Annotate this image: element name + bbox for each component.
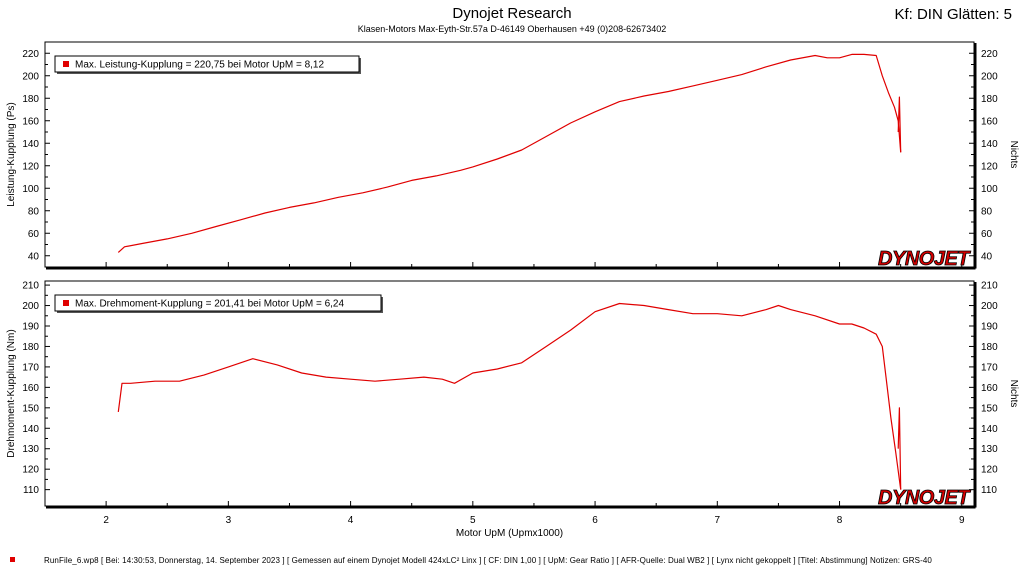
y-tick-label-left: 130 bbox=[22, 444, 39, 455]
series-line-2 bbox=[897, 96, 902, 153]
y-tick-label-right: 120 bbox=[981, 161, 998, 172]
x-tick-label: 7 bbox=[715, 515, 721, 526]
series-line-2 bbox=[897, 407, 902, 490]
footer-marker-icon bbox=[10, 557, 15, 562]
correction-factor-label: Kf: DIN Glätten: 5 bbox=[894, 6, 1012, 23]
y-tick-label-right: 200 bbox=[981, 71, 998, 82]
y-tick-label-left: 180 bbox=[22, 342, 39, 353]
y-tick-label-left: 160 bbox=[22, 383, 39, 394]
x-tick-label: 4 bbox=[348, 515, 354, 526]
y-tick-label-left: 170 bbox=[22, 362, 39, 373]
y-axis-label-right: Nichts bbox=[1008, 141, 1019, 169]
dynojet-logo: DYNOJET bbox=[878, 487, 971, 509]
y-tick-label-left: 150 bbox=[22, 403, 39, 414]
chart-panel-1: 40 40 60 60 80 80 100 100 120 120 140 140 160 160 180 1… bbox=[6, 41, 1019, 270]
y-tick-label-left: 40 bbox=[28, 251, 40, 262]
x-tick-label: 6 bbox=[592, 515, 598, 526]
series-line-1 bbox=[117, 53, 902, 253]
x-axis-label: Motor UpM (Upmx1000) bbox=[456, 528, 563, 539]
y-tick-label-right: 200 bbox=[981, 301, 998, 312]
y-tick-label-right: 110 bbox=[981, 485, 997, 496]
y-tick-label-left: 200 bbox=[22, 71, 39, 82]
y-tick-label-left: 80 bbox=[28, 206, 40, 217]
y-tick-label-left: 180 bbox=[22, 94, 39, 105]
y-tick-label-right: 210 bbox=[981, 281, 998, 292]
y-tick-label-right: 140 bbox=[981, 424, 998, 435]
y-tick-label-left: 190 bbox=[22, 322, 39, 333]
y-tick-label-right: 40 bbox=[981, 251, 993, 262]
y-tick-label-right: 160 bbox=[981, 383, 998, 394]
y-tick-label-right: 150 bbox=[981, 403, 998, 414]
y-axis-label: Drehmoment-Kupplung (Nm) bbox=[6, 329, 17, 457]
y-tick-label-right: 130 bbox=[981, 444, 998, 455]
y-tick-label-left: 160 bbox=[22, 116, 39, 127]
y-tick-label-right: 220 bbox=[981, 49, 998, 60]
y-axis-label: Leistung-Kupplung (Ps) bbox=[6, 102, 17, 207]
y-tick-label-left: 200 bbox=[22, 301, 39, 312]
series-line-1 bbox=[117, 302, 902, 490]
y-tick-label-left: 110 bbox=[23, 485, 39, 496]
y-tick-label-right: 60 bbox=[981, 229, 993, 240]
x-tick-label: 3 bbox=[226, 515, 232, 526]
y-tick-label-left: 100 bbox=[22, 184, 39, 195]
y-tick-label-left: 120 bbox=[22, 161, 39, 172]
y-tick-label-right: 190 bbox=[981, 322, 998, 333]
run-info-footer: RunFile_6.wp8 [ Bei: 14:30:53, Donnersta… bbox=[44, 556, 932, 565]
x-tick-label: 5 bbox=[470, 515, 476, 526]
y-tick-label-left: 120 bbox=[22, 465, 39, 476]
legend-marker-icon bbox=[63, 61, 69, 67]
y-tick-label-right: 180 bbox=[981, 342, 998, 353]
y-axis-label-right: Nichts bbox=[1008, 380, 1019, 408]
y-tick-label-right: 180 bbox=[981, 94, 998, 105]
legend-marker-icon bbox=[63, 300, 69, 306]
y-tick-label-left: 60 bbox=[28, 229, 40, 240]
x-tick-label: 9 bbox=[959, 515, 965, 526]
y-tick-label-right: 160 bbox=[981, 116, 998, 127]
y-tick-label-right: 80 bbox=[981, 206, 993, 217]
page-title: Dynojet Research bbox=[452, 5, 572, 22]
dynojet-logo: DYNOJET bbox=[878, 248, 971, 270]
y-tick-label-left: 210 bbox=[22, 281, 39, 292]
y-tick-label-left: 140 bbox=[22, 424, 39, 435]
y-tick-label-left: 220 bbox=[22, 49, 39, 60]
x-tick-label: 2 bbox=[103, 515, 109, 526]
legend-box bbox=[54, 294, 382, 312]
y-tick-label-right: 120 bbox=[981, 465, 998, 476]
shop-address: Klasen-Motors Max-Eyth-Str.57a D-46149 O… bbox=[357, 24, 667, 34]
plot-frame bbox=[44, 280, 975, 507]
y-tick-label-right: 100 bbox=[981, 184, 998, 195]
y-tick-label-right: 170 bbox=[981, 362, 998, 373]
legend-text: Max. Drehmoment-Kupplung = 201,41 bei Mo… bbox=[75, 299, 344, 310]
y-tick-label-right: 140 bbox=[981, 139, 998, 150]
legend-text: Max. Leistung-Kupplung = 220,75 bei Moto… bbox=[75, 60, 324, 71]
y-tick-label-left: 140 bbox=[22, 139, 39, 150]
legend-box bbox=[54, 55, 360, 73]
chart-panel-2: 110 110 120 120 130 130 140 140 150 150 160 160 170 1… bbox=[6, 280, 1019, 539]
x-tick-label: 8 bbox=[837, 515, 843, 526]
